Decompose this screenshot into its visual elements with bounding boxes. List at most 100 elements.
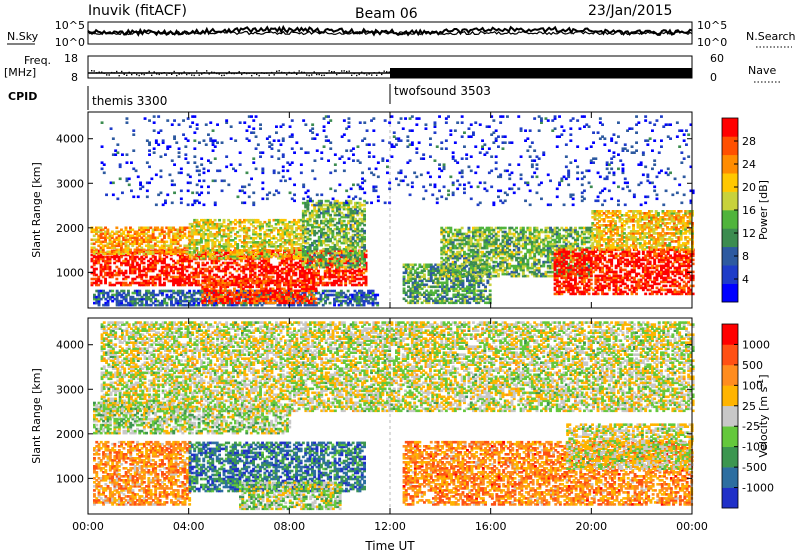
heatmap-cell [172, 248, 175, 252]
heatmap-cell [329, 217, 332, 221]
heatmap-cell [215, 297, 219, 301]
heatmap-cell [436, 295, 440, 299]
nave-dot [273, 74, 275, 76]
heatmap-cell [122, 236, 126, 240]
heatmap-cell [243, 220, 246, 224]
heatmap-cell [236, 230, 240, 234]
heatmap-cell [195, 247, 199, 250]
heatmap-cell [440, 228, 444, 232]
heatmap-cell [117, 236, 121, 240]
heatmap-cell [101, 228, 105, 232]
nave-dot [223, 74, 225, 76]
heatmap-cell [122, 259, 126, 263]
heatmap-cell [133, 230, 137, 234]
heatmap-cell [328, 251, 332, 255]
heatmap-cell [262, 267, 266, 271]
heatmap-cell [174, 279, 178, 283]
heatmap-cell [276, 295, 279, 299]
heatmap-cell [239, 293, 243, 297]
heatmap-cell [165, 252, 169, 256]
heatmap-cell [486, 275, 490, 279]
heatmap-cell [329, 215, 332, 219]
nave-dot [238, 71, 240, 73]
heatmap-cell [255, 277, 259, 281]
heatmap-cell [106, 250, 110, 254]
heatmap-cell [219, 299, 223, 303]
heatmap-cell [245, 218, 249, 222]
heatmap-cell [258, 228, 262, 232]
heatmap-cell [193, 228, 197, 232]
heatmap-cell [117, 267, 121, 271]
heatmap-cell [273, 301, 277, 305]
heatmap-cell [147, 234, 150, 238]
heatmap-cell [208, 299, 211, 303]
heatmap-cell [210, 261, 214, 265]
heatmap-cell [277, 232, 280, 236]
heatmap-cell [260, 281, 263, 285]
heatmap-cell [120, 281, 123, 285]
heatmap-cell [172, 240, 175, 244]
heatmap-cell [294, 295, 297, 299]
heatmap-cell [330, 289, 334, 293]
heatmap-cell [101, 259, 105, 263]
heatmap-cell [156, 226, 160, 230]
heatmap-cell [160, 271, 164, 275]
heatmap-cell [260, 271, 264, 275]
heatmap-cell [358, 245, 362, 249]
heatmap-cell [223, 301, 227, 305]
heatmap-cell [333, 203, 337, 207]
heatmap-cell [190, 275, 194, 279]
heatmap-cell [197, 261, 200, 265]
heatmap-cell [133, 271, 137, 275]
heatmap-cell [95, 259, 98, 263]
heatmap-cell [413, 271, 417, 275]
heatmap-cell [131, 234, 135, 238]
heatmap-cell [358, 301, 361, 305]
heatmap-cell [283, 271, 286, 275]
nave-dot [258, 74, 260, 77]
heatmap-cell [328, 267, 332, 271]
heatmap-cell [345, 253, 348, 257]
heatmap-cell [258, 236, 262, 240]
heatmap-cell [338, 205, 342, 209]
heatmap-cell [165, 267, 169, 271]
heatmap-cell [120, 293, 124, 297]
heatmap-cell [172, 232, 175, 236]
heatmap-cell [425, 289, 429, 293]
heatmap-cell [355, 277, 359, 281]
heatmap-cell [338, 231, 342, 235]
heatmap-cell [427, 285, 431, 289]
heatmap-cell [235, 261, 239, 265]
heatmap-cell [436, 293, 440, 297]
heatmap-cell [356, 221, 360, 225]
heatmap-cell [441, 273, 444, 277]
heatmap-cell [360, 297, 364, 301]
heatmap-cell [407, 271, 410, 275]
heatmap-cell [340, 225, 344, 229]
heatmap-cell [202, 234, 206, 238]
heatmap-cell [163, 301, 167, 305]
heatmap-cell [222, 220, 226, 224]
heatmap-cell [253, 293, 257, 297]
heatmap-cell [317, 261, 321, 265]
heatmap-cell [341, 275, 345, 279]
heatmap-cell [161, 301, 164, 305]
heatmap-cell [442, 238, 446, 242]
heatmap-cell [345, 265, 348, 269]
heatmap-cell [438, 301, 442, 305]
heatmap-cell [463, 299, 467, 303]
heatmap-cell [223, 279, 227, 283]
heatmap-cell [450, 297, 453, 301]
heatmap-cell [468, 267, 472, 271]
heatmap-cell [151, 261, 155, 265]
heatmap-cell [201, 295, 205, 299]
heatmap-cell [262, 297, 266, 301]
heatmap-cell [344, 273, 348, 277]
heatmap-cell [348, 253, 352, 257]
heatmap-cell [319, 277, 323, 281]
heatmap-cell [345, 215, 348, 219]
heatmap-cell [407, 289, 410, 293]
nave-dot [131, 73, 133, 76]
heatmap-cell [436, 271, 440, 275]
heatmap-cell [144, 255, 148, 259]
